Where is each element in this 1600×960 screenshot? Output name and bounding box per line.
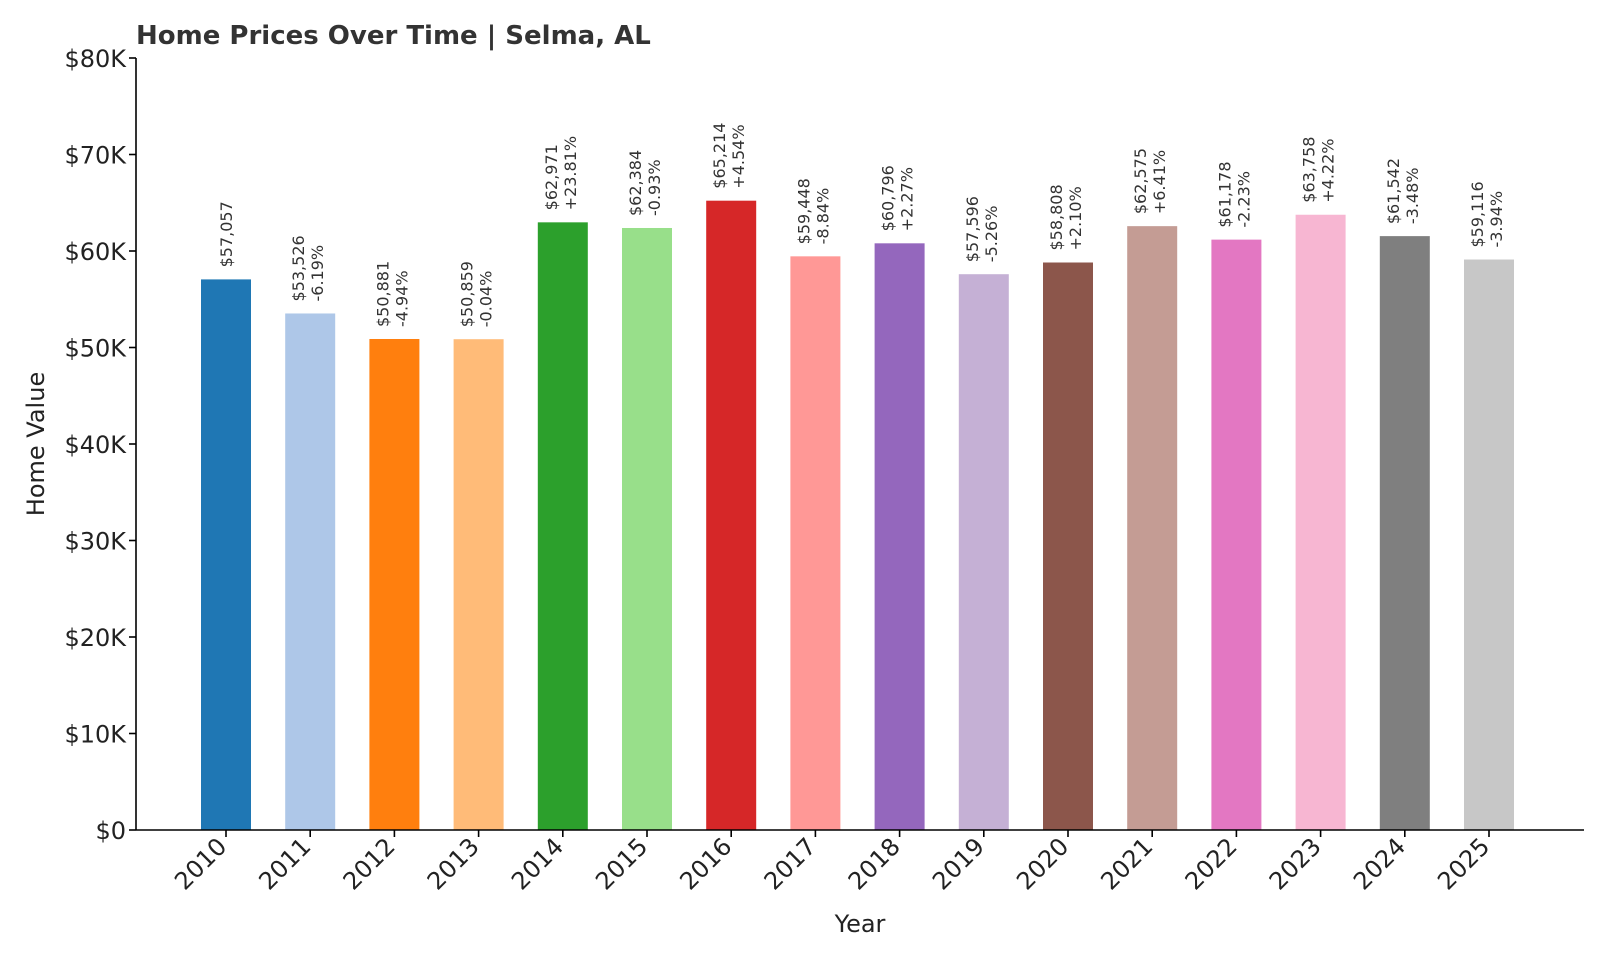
- y-tick-label: $0: [95, 817, 126, 845]
- bar-value-label: $57,057: [217, 201, 236, 267]
- bar-change-label: -3.94%: [1487, 191, 1506, 248]
- bar-value-label: $61,178: [1215, 161, 1234, 227]
- x-tick-label: 2025: [1432, 832, 1495, 895]
- bar-2017: [790, 256, 841, 831]
- bar-change-label: +4.22%: [1319, 139, 1338, 203]
- bar-value-label: $60,796: [879, 165, 898, 231]
- bar-value-label: $61,542: [1384, 158, 1403, 224]
- bar-2023: [1295, 214, 1346, 831]
- y-tick-label: $60K: [64, 238, 127, 266]
- x-tick-label: 2017: [759, 832, 822, 895]
- bar-labels: $57,057 $53,526 -6.19% $50,881 -4.94% $50,859…: [217, 123, 1506, 328]
- bar-change-label: +4.54%: [729, 124, 748, 188]
- bar-2020: [1043, 262, 1093, 830]
- bar-value-label: $62,384: [626, 150, 645, 216]
- bar-change-label: -2.23%: [1234, 171, 1253, 228]
- bar-value-label: $62,971: [542, 144, 561, 210]
- bar-2016: [706, 200, 757, 830]
- bar-2024: [1379, 236, 1430, 831]
- bar-value-label: $65,214: [710, 123, 729, 189]
- bar-2010: [201, 279, 251, 830]
- x-tick-label: 2010: [169, 832, 232, 895]
- bar-value-label: $59,116: [1468, 181, 1487, 247]
- bar-change-label: -4.94%: [392, 270, 411, 327]
- bar-change-label: -0.93%: [645, 159, 664, 216]
- x-tick-label: 2023: [1264, 832, 1327, 895]
- x-tick-label: 2021: [1095, 832, 1158, 895]
- y-axis-ticks: $0 $10K $20K $30K $40K $50K $60K $70K $80K: [64, 45, 136, 845]
- bar-2015: [622, 227, 672, 831]
- bars: [201, 200, 1514, 831]
- y-tick-label: $50K: [64, 335, 127, 363]
- bar-change-label: +2.27%: [898, 167, 917, 231]
- x-tick-label: 2020: [1011, 832, 1074, 895]
- bar-change-label: -8.84%: [813, 188, 832, 245]
- bar-value-label: $57,596: [963, 196, 982, 262]
- bar-value-label: $53,526: [289, 235, 308, 301]
- bar-change-label: +6.41%: [1150, 150, 1169, 214]
- x-tick-label: 2015: [590, 832, 653, 895]
- bar-2012: [369, 338, 420, 830]
- bar-value-label: $59,448: [794, 178, 813, 244]
- x-axis-ticks: 2010 2011 2012 2013 2014 2015 2016 2017 2018 2019…: [169, 830, 1495, 895]
- x-tick-label: 2013: [422, 832, 485, 895]
- bar-value-label: $50,859: [458, 261, 477, 327]
- bar-value-label: $58,808: [1047, 184, 1066, 250]
- x-tick-label: 2014: [506, 832, 569, 895]
- x-tick-label: 2011: [253, 832, 316, 895]
- y-axis-label: Home Value: [22, 372, 50, 516]
- y-tick-label: $40K: [64, 431, 127, 459]
- bar-value-label: $63,758: [1300, 137, 1319, 203]
- x-tick-label: 2018: [843, 832, 906, 895]
- bar-2019: [958, 274, 1009, 830]
- x-tick-label: 2016: [674, 832, 737, 895]
- y-tick-label: $10K: [64, 721, 127, 749]
- bar-value-label: $50,881: [373, 261, 392, 327]
- bar-value-label: $62,575: [1131, 148, 1150, 214]
- y-tick-label: $30K: [64, 528, 127, 556]
- bar-change-label: -6.19%: [308, 245, 327, 302]
- bar-2022: [1211, 239, 1262, 830]
- bar-change-label: -0.04%: [477, 271, 496, 328]
- bar-change-label: -3.48%: [1403, 168, 1422, 225]
- y-tick-label: $70K: [64, 142, 127, 170]
- bar-2014: [537, 222, 588, 831]
- bar-2011: [285, 313, 336, 830]
- x-tick-label: 2022: [1180, 832, 1243, 895]
- bar-change-label: +23.81%: [561, 136, 580, 210]
- x-tick-label: 2019: [927, 832, 990, 895]
- y-tick-label: $20K: [64, 624, 127, 652]
- bar-2025: [1464, 259, 1514, 830]
- x-axis-label: Year: [834, 910, 886, 938]
- bar-change-label: -5.26%: [982, 206, 1001, 263]
- bar-2013: [453, 339, 504, 830]
- bar-2021: [1127, 226, 1178, 830]
- y-tick-label: $80K: [64, 45, 127, 73]
- bar-2018: [874, 243, 925, 830]
- x-tick-label: 2012: [338, 832, 401, 895]
- bar-change-label: +2.10%: [1066, 186, 1085, 250]
- x-tick-label: 2024: [1348, 832, 1411, 895]
- chart-title: Home Prices Over Time | Selma, AL: [136, 21, 651, 51]
